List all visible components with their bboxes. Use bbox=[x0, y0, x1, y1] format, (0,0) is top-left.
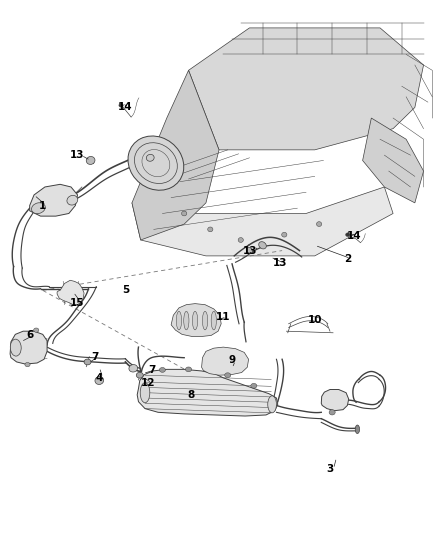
Ellipse shape bbox=[259, 241, 266, 249]
Ellipse shape bbox=[95, 376, 104, 384]
Ellipse shape bbox=[238, 238, 244, 243]
Ellipse shape bbox=[246, 247, 253, 254]
Ellipse shape bbox=[128, 136, 184, 190]
Ellipse shape bbox=[208, 227, 213, 232]
Ellipse shape bbox=[136, 372, 143, 378]
Ellipse shape bbox=[317, 222, 322, 227]
Ellipse shape bbox=[119, 103, 123, 107]
Ellipse shape bbox=[32, 203, 45, 214]
Ellipse shape bbox=[25, 362, 30, 367]
Polygon shape bbox=[171, 304, 221, 336]
Ellipse shape bbox=[251, 383, 257, 388]
Ellipse shape bbox=[84, 359, 91, 365]
Ellipse shape bbox=[11, 339, 21, 356]
Text: 15: 15 bbox=[71, 297, 85, 308]
Ellipse shape bbox=[346, 233, 350, 237]
Text: 4: 4 bbox=[95, 373, 103, 383]
Text: 1: 1 bbox=[39, 200, 46, 211]
Text: 5: 5 bbox=[122, 285, 129, 295]
Ellipse shape bbox=[329, 410, 335, 415]
Text: 10: 10 bbox=[307, 314, 322, 325]
Ellipse shape bbox=[225, 373, 231, 377]
Text: 9: 9 bbox=[229, 356, 236, 365]
Text: 13: 13 bbox=[243, 246, 258, 256]
Polygon shape bbox=[57, 280, 84, 305]
Polygon shape bbox=[10, 331, 47, 364]
Ellipse shape bbox=[355, 425, 360, 433]
Ellipse shape bbox=[211, 311, 216, 330]
Ellipse shape bbox=[86, 157, 95, 165]
Polygon shape bbox=[321, 390, 349, 411]
Polygon shape bbox=[201, 347, 249, 375]
Text: 7: 7 bbox=[91, 352, 99, 361]
Polygon shape bbox=[30, 184, 78, 216]
Text: 3: 3 bbox=[326, 464, 334, 474]
Text: 12: 12 bbox=[141, 378, 156, 388]
Text: 8: 8 bbox=[187, 390, 194, 400]
Ellipse shape bbox=[140, 383, 150, 403]
Ellipse shape bbox=[184, 311, 189, 330]
Polygon shape bbox=[132, 187, 393, 256]
Ellipse shape bbox=[182, 211, 187, 216]
Ellipse shape bbox=[129, 365, 138, 372]
Text: 14: 14 bbox=[346, 231, 361, 241]
Text: 11: 11 bbox=[216, 312, 230, 322]
Ellipse shape bbox=[185, 367, 191, 372]
Ellipse shape bbox=[202, 311, 208, 330]
Polygon shape bbox=[363, 118, 424, 203]
Polygon shape bbox=[137, 369, 278, 416]
Ellipse shape bbox=[268, 396, 276, 413]
Ellipse shape bbox=[282, 232, 287, 237]
Ellipse shape bbox=[159, 368, 166, 372]
Text: 14: 14 bbox=[118, 102, 133, 112]
Text: 2: 2 bbox=[344, 254, 351, 263]
Text: 6: 6 bbox=[26, 330, 33, 341]
Ellipse shape bbox=[34, 328, 39, 332]
Ellipse shape bbox=[146, 155, 154, 161]
Text: 13: 13 bbox=[71, 150, 85, 160]
Ellipse shape bbox=[177, 311, 182, 330]
Ellipse shape bbox=[192, 311, 198, 330]
Text: 7: 7 bbox=[148, 365, 155, 375]
Polygon shape bbox=[132, 70, 219, 240]
Text: 13: 13 bbox=[273, 258, 287, 268]
Ellipse shape bbox=[67, 196, 78, 205]
Polygon shape bbox=[188, 28, 424, 150]
